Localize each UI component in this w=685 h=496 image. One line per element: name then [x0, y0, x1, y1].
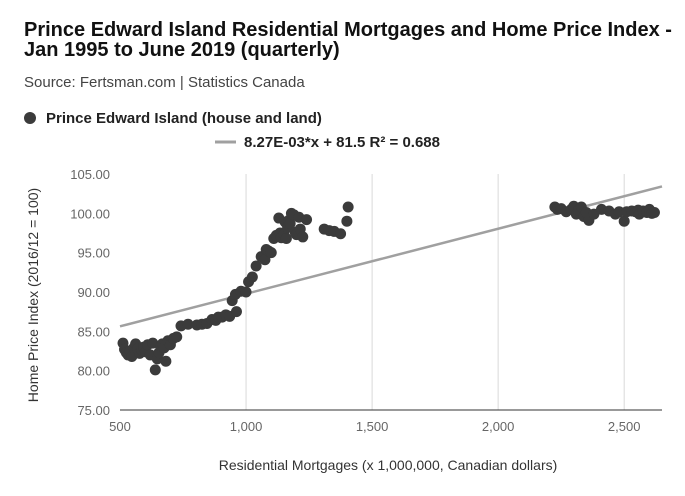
chart-title: Prince Edward Island Residential Mortgag… — [24, 19, 672, 61]
x-tick-label: 2,500 — [608, 419, 641, 434]
x-tick-label: 1,500 — [356, 419, 389, 434]
data-points — [117, 200, 660, 376]
data-point — [259, 254, 271, 266]
y-tick-label: 95.00 — [77, 246, 110, 261]
data-point — [618, 215, 630, 227]
data-point — [335, 228, 347, 240]
x-tick-label: 1,000 — [230, 419, 263, 434]
data-point — [149, 364, 161, 376]
y-tick-label: 80.00 — [77, 364, 110, 379]
data-point — [648, 207, 660, 219]
x-tick-label: 500 — [109, 419, 131, 434]
data-point — [297, 231, 309, 243]
data-point — [613, 206, 625, 218]
data-point — [160, 355, 172, 367]
x-tick-label: 2,000 — [482, 419, 515, 434]
y-tick-label: 75.00 — [77, 403, 110, 418]
y-axis-label: Home Price Index (2016/12 = 100) — [25, 188, 41, 402]
data-point — [240, 286, 252, 298]
data-point — [230, 306, 242, 318]
y-tick-label: 90.00 — [77, 285, 110, 300]
data-point — [284, 218, 296, 230]
data-point — [182, 318, 194, 330]
chart-subtitle: Source: Fertsman.com | Statistics Canada — [24, 74, 305, 91]
x-axis-ticks: 500 1,000 1,500 2,000 2,500 — [109, 419, 640, 434]
data-point — [265, 247, 277, 259]
data-point — [171, 331, 183, 343]
y-tick-label: 105.00 — [70, 167, 110, 182]
legend-label-points: Prince Edward Island (house and land) — [46, 110, 322, 127]
legend-marker-points — [24, 112, 36, 124]
data-point — [246, 271, 258, 283]
data-point — [280, 233, 292, 245]
y-tick-label: 85.00 — [77, 324, 110, 339]
data-point — [250, 260, 262, 272]
data-point — [341, 215, 353, 227]
data-point — [301, 214, 313, 226]
y-tick-label: 100.00 — [70, 206, 110, 221]
legend-label-trendline: 8.27E-03*x + 81.5 R² = 0.688 — [244, 134, 440, 151]
data-point — [342, 201, 354, 213]
legend: Prince Edward Island (house and land) 8.… — [24, 110, 440, 151]
y-axis-ticks: 75.00 80.00 85.00 90.00 95.00 100.00 105.00 — [70, 167, 110, 418]
x-axis-label: Residential Mortgages (x 1,000,000, Cana… — [219, 457, 558, 473]
